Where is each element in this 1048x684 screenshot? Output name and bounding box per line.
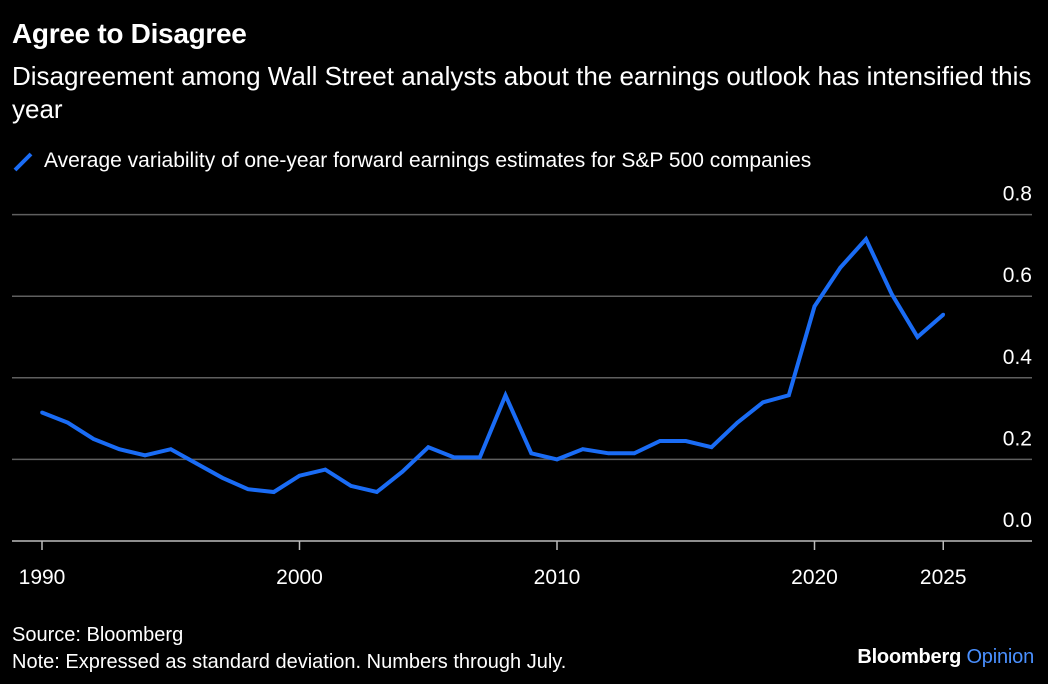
data-point (838, 265, 843, 270)
data-point (529, 451, 534, 456)
data-point (761, 400, 765, 405)
data-point (349, 484, 353, 488)
data-point (555, 457, 559, 462)
data-point (374, 490, 379, 494)
y-tick-label: 0.4 (1003, 346, 1033, 369)
x-tick-label: 2025 (920, 566, 967, 589)
data-point (864, 237, 868, 241)
data-point (786, 393, 791, 398)
data-point (477, 455, 482, 460)
y-tick-label: 0.8 (1003, 183, 1032, 206)
data-point (220, 475, 225, 480)
legend-swatch-icon (13, 152, 33, 172)
data-point (606, 451, 611, 456)
chart-title: Agree to Disagree (12, 18, 247, 49)
data-point (246, 487, 250, 491)
data-point (709, 445, 714, 449)
data-point (452, 455, 456, 460)
data-point (271, 490, 276, 494)
data-point (683, 439, 688, 443)
data-point (735, 420, 740, 425)
grid-lines (12, 213, 1032, 542)
data-point (812, 304, 817, 309)
data-point (194, 461, 199, 466)
data-point (297, 473, 302, 478)
y-tick-label: 0.2 (1003, 427, 1032, 450)
series-line (41, 235, 945, 495)
data-point (40, 410, 44, 415)
data-point (580, 447, 585, 452)
footnote: Note: Expressed as standard deviation. N… (12, 651, 567, 673)
x-axis-ticks: 1990 2000 2010 2020 2025 (19, 541, 967, 589)
data-point (632, 451, 637, 456)
source-note: Source: Bloomberg (12, 624, 184, 646)
y-tick-label: 0.6 (1003, 264, 1032, 287)
data-point (323, 467, 328, 472)
data-point (426, 445, 431, 449)
data-point (941, 312, 946, 317)
data-point (143, 453, 147, 458)
data-point (503, 393, 508, 398)
brand-primary: Bloomberg (857, 646, 962, 668)
legend-label: Average variability of one-year forward … (44, 149, 812, 172)
bloomberg-opinion-logo: Bloomberg Opinion (857, 646, 1034, 669)
data-point (658, 439, 662, 443)
x-tick-label: 2000 (276, 566, 323, 589)
data-point (65, 420, 70, 425)
series-layer (40, 235, 946, 495)
data-point (91, 437, 96, 441)
chart-subtitle: Disagreement among Wall Street analysts … (12, 61, 1032, 124)
data-point (915, 335, 920, 339)
x-tick-label: 2010 (534, 566, 581, 589)
data-point (117, 447, 122, 452)
x-tick-label: 1990 (19, 566, 66, 589)
x-tick-label: 2020 (791, 566, 838, 589)
data-point (168, 447, 173, 452)
data-point (889, 292, 894, 296)
y-axis-ticks: 0.0 0.2 0.4 0.6 0.8 (1003, 183, 1033, 532)
data-point (400, 469, 405, 474)
brand-secondary: Opinion (966, 646, 1034, 668)
chart-legend: Average variability of one-year forward … (12, 146, 811, 176)
y-tick-label: 0.0 (1003, 509, 1032, 532)
